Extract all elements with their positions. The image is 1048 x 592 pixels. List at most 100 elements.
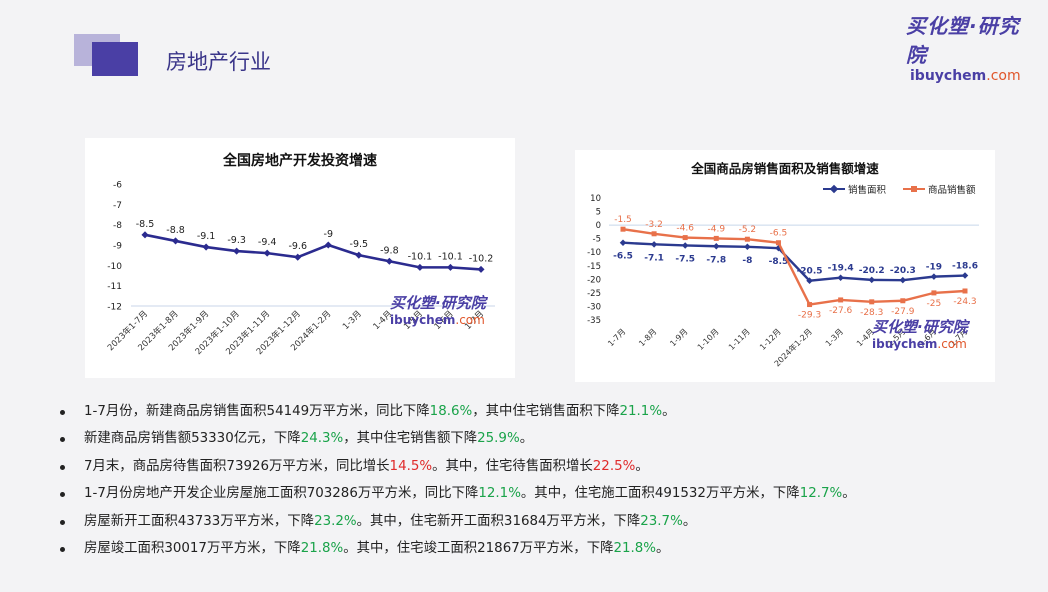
data-label: -20.5 <box>797 267 823 277</box>
title-decoration-front <box>92 42 138 76</box>
data-label: -25 <box>927 299 942 309</box>
data-point <box>651 231 657 237</box>
x-tick-label: 1-7月 <box>606 327 627 348</box>
highlight-value: 25.9% <box>477 431 520 447</box>
data-label: -9.5 <box>350 239 369 250</box>
data-label: -5.2 <box>739 225 757 235</box>
data-label: -27.9 <box>891 307 915 317</box>
bullet-text: 1-7月份，新建商品房销售面积54149万平方米，同比下降 <box>84 404 430 419</box>
bullet-item: 房屋竣工面积30017万平方米，下降21.8%。其中，住宅竣工面积21867万平… <box>60 535 1020 562</box>
logo-en-main: ibuychem <box>910 68 987 84</box>
data-label: -4.6 <box>676 224 694 234</box>
bullet-dot <box>60 464 65 470</box>
data-point <box>713 235 719 241</box>
bullet-text: 7月末，商品房待售面积73926万平方米，同比增长 <box>84 458 390 474</box>
y-tick-label: 0 <box>596 221 601 231</box>
data-point <box>619 239 627 246</box>
x-tick-label: 1-10月 <box>696 327 721 352</box>
data-point <box>682 235 688 241</box>
investment-growth-chart: 全国房地产开发投资增速 -6 -7 -8 -9 -10 -11 -12 -8.5 -8.8 -9.1… <box>85 138 515 378</box>
highlight-value: 24.3% <box>300 431 344 447</box>
bullet-text: 1-7月份房地产开发企业房屋施工面积703286万平方米，同比下降 <box>84 486 479 502</box>
highlight-value: 12.1% <box>478 486 521 502</box>
highlight-value: 23.2% <box>314 513 357 529</box>
highlight-value: 21.8% <box>613 540 657 556</box>
logo-en-text: ibuychem.com <box>910 68 1026 84</box>
x-tick-label: 1-8月 <box>637 327 658 348</box>
data-point <box>961 272 969 279</box>
bullet-text: 。其中，住宅待售面积增长 <box>432 458 593 474</box>
data-point <box>446 263 454 271</box>
data-label: -7.5 <box>675 254 695 264</box>
data-label: -19 <box>926 263 942 273</box>
data-label: -20.3 <box>890 266 916 276</box>
data-label: -9.4 <box>258 237 277 248</box>
x-tick-label: 1-4月 <box>855 327 876 348</box>
data-point <box>477 265 485 273</box>
x-tick-label: 1-9月 <box>668 327 689 348</box>
data-label: -10.1 <box>438 251 463 262</box>
page-title: 房地产行业 <box>166 50 271 74</box>
bullet-item: 1-7月份，新建商品房销售面积54149万平方米，同比下降18.6%，其中住宅销… <box>60 398 1020 425</box>
data-label: -10.2 <box>469 253 494 264</box>
data-point <box>172 237 180 245</box>
highlight-value: 21.8% <box>300 540 344 556</box>
data-point <box>385 257 393 265</box>
legend-label: 销售面积 <box>848 184 887 196</box>
data-label: -8 <box>742 256 752 266</box>
data-point <box>263 249 271 257</box>
data-label: -4.9 <box>707 224 725 234</box>
data-point <box>899 276 907 284</box>
data-label: -19.4 <box>828 264 854 274</box>
data-label: -6.5 <box>770 229 788 239</box>
logo-en-dot: .com <box>986 68 1021 84</box>
highlight-value: 21.1% <box>619 404 663 419</box>
y-tick-label: -30 <box>587 302 601 312</box>
data-label: -9.8 <box>380 245 399 256</box>
investment-chart-svg: 全国房地产开发投资增速 -6 -7 -8 -9 -10 -11 -12 -8.5 -8.8 -9.1… <box>105 152 495 357</box>
x-tick-label: 1-6月 <box>433 309 456 332</box>
data-point <box>900 298 906 304</box>
brand-logo: 买化塑·研究院 ibuychem.com <box>906 10 1026 84</box>
data-point <box>744 236 750 242</box>
data-label: -8.5 <box>136 219 155 230</box>
data-point <box>650 241 658 248</box>
data-label: -8.5 <box>769 257 789 267</box>
highlight-value: 18.6% <box>429 404 473 419</box>
sales-growth-chart: 全国商品房销售面积及销售额增速 10 5 0 -5 -10 -15 -20 -25 -30 -35 销… <box>575 150 995 382</box>
highlight-value: 14.5% <box>389 458 433 474</box>
data-label: -7.1 <box>644 253 664 263</box>
chart-title: 全国商品房销售面积及销售额增速 <box>690 161 879 176</box>
data-point <box>931 290 937 296</box>
x-tick-label: 1-3月 <box>341 309 364 332</box>
bullet-text: ，其中住宅销售额下降 <box>343 431 478 447</box>
legend-marker <box>911 186 917 192</box>
bullet-dot <box>60 546 65 552</box>
bullet-text: 。 <box>519 431 534 447</box>
data-point <box>202 243 210 251</box>
bullet-dot <box>60 492 65 498</box>
data-label: -28.3 <box>860 308 883 318</box>
y-tick-label: 5 <box>596 208 601 218</box>
bullet-text: 。 <box>842 486 856 502</box>
data-point <box>681 242 689 249</box>
series-line <box>144 233 482 271</box>
data-label: -29.3 <box>798 311 821 321</box>
y-tick-label: -15 <box>587 262 601 272</box>
legend-label: 商品销售额 <box>928 184 976 196</box>
data-point <box>838 297 844 303</box>
x-tick-label: 1-4月 <box>372 309 395 332</box>
chart-title: 全国房地产开发投资增速 <box>222 152 377 169</box>
data-point <box>837 274 844 281</box>
data-label: -1.5 <box>614 215 632 225</box>
series-line <box>622 241 966 282</box>
data-point <box>324 241 332 249</box>
x-tick-label: 1-5月 <box>402 309 425 332</box>
x-tick-label: 1-5月 <box>886 327 907 348</box>
y-tick-label: -8 <box>113 221 122 231</box>
x-tick-label: 1-6月 <box>917 327 938 348</box>
bullet-text: 房屋竣工面积30017万平方米，下降 <box>84 540 301 556</box>
y-tick-label: -7 <box>113 201 122 211</box>
logo-cn-text: 买化塑·研究院 <box>906 14 1020 67</box>
